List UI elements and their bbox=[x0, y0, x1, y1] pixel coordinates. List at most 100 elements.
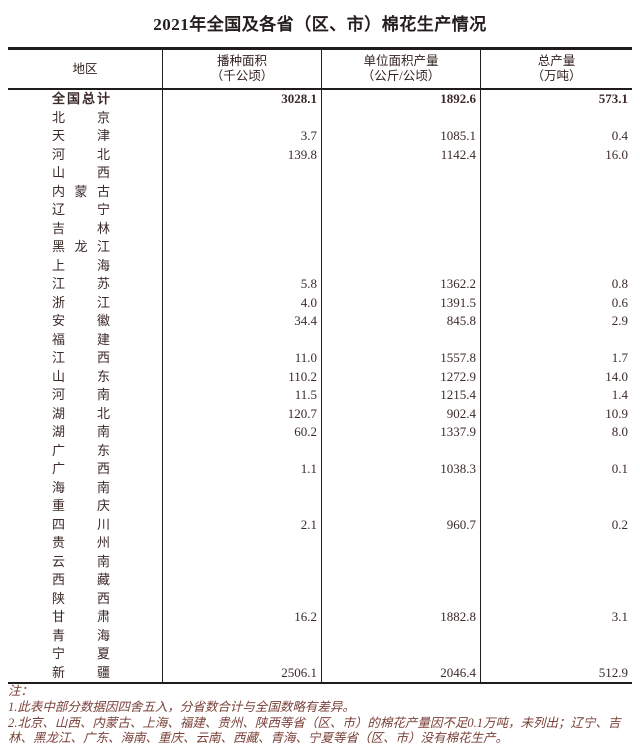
region-cell: 山东 bbox=[8, 367, 163, 386]
value-cell bbox=[163, 256, 322, 275]
region-name: 山东 bbox=[52, 368, 110, 384]
value-cell: 1362.2 bbox=[322, 275, 481, 294]
table-row: 新疆 2506.1 2046.4 512.9 bbox=[8, 663, 632, 682]
region-name: 河南 bbox=[52, 387, 110, 402]
value-cell: 0.8 bbox=[611, 276, 628, 291]
region-cell: 山西 bbox=[8, 164, 163, 183]
region-cell: 四川 bbox=[8, 515, 163, 534]
value-cell bbox=[481, 479, 632, 498]
table-row: 安徽 34.4 845.8 2.9 bbox=[8, 312, 632, 331]
region-name: 北京 bbox=[52, 109, 110, 125]
table-row: 宁夏 bbox=[8, 645, 632, 664]
value-cell: 845.8 bbox=[322, 312, 481, 331]
value-cell bbox=[322, 238, 481, 257]
table-row: 上海 bbox=[8, 256, 632, 275]
value-cell: 10.9 bbox=[605, 405, 628, 421]
region-name: 陕西 bbox=[52, 590, 110, 606]
value-cell bbox=[481, 590, 632, 609]
value-cell bbox=[481, 571, 632, 590]
region-name: 广东 bbox=[52, 442, 110, 458]
value-cell: 1.1 bbox=[163, 460, 322, 479]
value-cell: 1272.9 bbox=[322, 367, 481, 386]
region-cell: 全国总计 bbox=[8, 90, 163, 109]
table-row: 全国总计 3028.1 1892.6 573.1 bbox=[8, 90, 632, 109]
value-cell: 1391.5 bbox=[322, 293, 481, 312]
region-name: 上海 bbox=[52, 257, 110, 273]
value-cell: 0.6 bbox=[611, 294, 628, 310]
region-cell: 河南 bbox=[8, 386, 163, 405]
value-cell: 16.0 bbox=[605, 146, 628, 162]
value-cell bbox=[163, 441, 322, 460]
value-cell bbox=[481, 645, 632, 664]
value-cell: 1557.8 bbox=[322, 349, 481, 368]
value-cell: 34.4 bbox=[163, 312, 322, 331]
value-cell: 2.9 bbox=[611, 313, 628, 328]
region-cell: 浙江 bbox=[8, 293, 163, 312]
value-cell bbox=[322, 645, 481, 664]
region-name: 湖南 bbox=[52, 424, 110, 439]
value-cell bbox=[481, 183, 632, 202]
region-cell: 广西 bbox=[8, 460, 163, 479]
value-cell: 1337.9 bbox=[322, 423, 481, 442]
region-name: 天津 bbox=[52, 128, 110, 143]
value-cell bbox=[322, 182, 481, 201]
table-row: 陕西 bbox=[8, 589, 632, 609]
value-cell bbox=[481, 442, 632, 461]
value-cell bbox=[322, 552, 481, 571]
table-row: 北京 bbox=[8, 108, 632, 127]
value-cell: 0.1 bbox=[611, 461, 628, 476]
region-cell: 吉林 bbox=[8, 219, 163, 238]
value-cell: 2.1 bbox=[163, 515, 322, 534]
table-row: 浙江 4.0 1391.5 0.6 bbox=[8, 293, 632, 312]
value-cell: 16.2 bbox=[163, 608, 322, 627]
value-cell bbox=[163, 497, 322, 516]
table-row: 西藏 bbox=[8, 571, 632, 590]
value-cell: 2506.1 bbox=[163, 663, 322, 682]
region-cell: 陕西 bbox=[8, 589, 163, 608]
value-cell: 120.7 bbox=[163, 404, 322, 423]
region-name: 宁夏 bbox=[52, 646, 110, 661]
column-label: 总产量 bbox=[537, 54, 576, 68]
value-cell bbox=[481, 220, 632, 239]
column-unit: （千公顷） bbox=[210, 69, 274, 83]
table-row: 广西 1.1 1038.3 0.1 bbox=[8, 460, 632, 479]
value-cell: 512.9 bbox=[598, 664, 628, 680]
table-row: 河南 11.5 1215.4 1.4 bbox=[8, 386, 632, 405]
region-cell: 安徽 bbox=[8, 312, 163, 331]
value-cell bbox=[322, 571, 481, 590]
region-name: 河北 bbox=[52, 146, 110, 162]
value-cell: 1.4 bbox=[611, 387, 628, 402]
table-row: 海南 bbox=[8, 478, 632, 498]
table-body: 全国总计 3028.1 1892.6 573.1 北京 天津 3.7 1085.1 0.4 河北 1… bbox=[8, 90, 632, 682]
region-cell: 新疆 bbox=[8, 663, 163, 682]
value-cell bbox=[163, 589, 322, 608]
value-cell: 60.2 bbox=[163, 423, 322, 442]
table-row: 吉林 bbox=[8, 219, 632, 239]
region-cell: 河北 bbox=[8, 145, 163, 164]
table-row: 黑龙江 bbox=[8, 238, 632, 257]
region-name: 黑龙江 bbox=[52, 239, 110, 254]
region-cell: 湖南 bbox=[8, 423, 163, 442]
value-cell: 1085.1 bbox=[322, 127, 481, 146]
value-cell bbox=[163, 571, 322, 590]
value-cell bbox=[322, 626, 481, 645]
table-header: 地区 播种面积 （千公顷） 单位面积产量 （公斤/公顷） 总产量 （万吨） bbox=[8, 50, 632, 90]
table-row: 河北 139.8 1142.4 16.0 bbox=[8, 145, 632, 164]
region-name: 海南 bbox=[52, 479, 110, 495]
value-cell: 573.1 bbox=[598, 91, 628, 106]
value-cell bbox=[163, 201, 322, 220]
region-cell: 上海 bbox=[8, 256, 163, 275]
value-cell bbox=[322, 478, 481, 497]
value-cell: 1215.4 bbox=[322, 386, 481, 405]
value-cell bbox=[163, 238, 322, 257]
value-cell bbox=[322, 164, 481, 183]
value-cell bbox=[163, 219, 322, 238]
value-cell bbox=[322, 256, 481, 275]
region-name: 江西 bbox=[52, 350, 110, 365]
region-cell: 贵州 bbox=[8, 534, 163, 553]
region-cell: 辽宁 bbox=[8, 201, 163, 220]
value-cell: 3.7 bbox=[163, 127, 322, 146]
region-name: 新疆 bbox=[52, 664, 110, 680]
region-name: 吉林 bbox=[52, 220, 110, 236]
